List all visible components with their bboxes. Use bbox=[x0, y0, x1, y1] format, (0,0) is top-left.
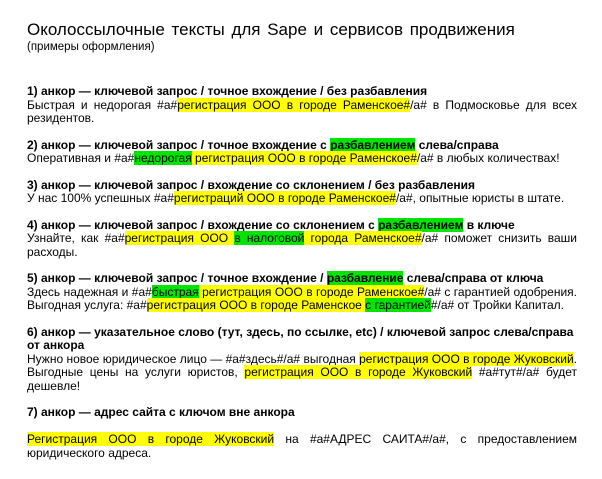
text-segment: 2) анкор — ключевой запрос / точное вхож… bbox=[27, 137, 331, 152]
item-header: 4) анкор — ключевой запрос / вхождение с… bbox=[27, 217, 577, 233]
text-segment: /a# с гарантией одобрения. Выгодная услу… bbox=[27, 284, 577, 312]
item-body: Оперативная и #a#недорогая регистрация О… bbox=[27, 151, 577, 166]
item-body: Регистрация ООО в городе Жуковский на #a… bbox=[27, 432, 577, 460]
text-segment: Узнайте, как #a# bbox=[27, 231, 125, 245]
anchor-example-1: 1) анкор — ключевой запрос / точное вхож… bbox=[27, 84, 577, 126]
text-segment: Оперативная и #a# bbox=[27, 151, 135, 165]
anchor-example-2: 2) анкор — ключевой запрос / точное вхож… bbox=[27, 137, 577, 166]
highlight-yellow: регистраций ООО в городе Раменское# bbox=[173, 191, 396, 205]
highlight-green: недорогая bbox=[134, 151, 192, 165]
item-header: 1) анкор — ключевой запрос / точное вхож… bbox=[27, 84, 577, 99]
item-body: Узнайте, как #a#регистрация ООО в налого… bbox=[27, 231, 577, 259]
anchor-example-4: 4) анкор — ключевой запрос / вхождение с… bbox=[27, 217, 577, 260]
item-body: Здесь надежная и #a#быстрая регистрация … bbox=[27, 284, 577, 313]
anchor-example-6: 6) анкор — указательное слово (тут, здес… bbox=[27, 324, 577, 394]
text-segment: Здесь надежная и #a# bbox=[27, 284, 152, 299]
item-header: 7) анкор — адрес сайта с ключом вне анко… bbox=[27, 405, 577, 420]
page-subtitle: (примеры оформления) bbox=[27, 41, 155, 53]
item-header: 3) анкор — ключевой запрос / вхождение с… bbox=[27, 177, 577, 193]
item-header: 5) анкор — ключевой запрос / точное вхож… bbox=[27, 271, 577, 286]
item-body: У нас 100% успешных #a#регистраций ООО в… bbox=[27, 191, 577, 206]
text-segment: У нас 100% успешных #a# bbox=[27, 191, 174, 205]
text-segment: /a# поможет снизить ваши расходы. bbox=[27, 231, 577, 259]
text-segment: Нужно новое юридическое лицо — #a#здесь#… bbox=[27, 351, 360, 366]
page-title: Околоссылочные тексты для Sape и сервисо… bbox=[27, 20, 515, 39]
text-segment: /a# в любых количествах! bbox=[416, 151, 560, 165]
highlight-green: с гарантией bbox=[365, 298, 431, 312]
text-segment: #a#тут#/a# будет дешевле! bbox=[27, 365, 577, 393]
text-segment: 4) анкор — ключевой запрос / вхождение с… bbox=[27, 217, 379, 232]
text-segment: 6) анкор — указательное слово (тут, здес… bbox=[27, 324, 574, 352]
highlight-yellow: регистрация ООО в городе Жуковский bbox=[359, 351, 574, 366]
highlight-yellow: регистрация ООО в городе Раменское# bbox=[177, 97, 411, 112]
text-segment: #/a# от Тройки Капитал. bbox=[430, 298, 564, 312]
highlight-yellow: регистрация ООО в городе Раменское bbox=[146, 298, 366, 312]
highlight-yellow: регистрация ООО в городе Раменское# bbox=[198, 284, 425, 299]
item-body: Нужно новое юридическое лицо — #a#здесь#… bbox=[27, 351, 577, 394]
text-segment: /a# в Подмосковье для всех резидентов. bbox=[27, 97, 577, 125]
anchor-example-5: 5) анкор — ключевой запрос / точное вхож… bbox=[27, 271, 577, 313]
text-segment: слева/справа от ключа bbox=[403, 271, 544, 285]
highlight-green: разбавление bbox=[326, 271, 404, 285]
highlight-green: разбавлением bbox=[378, 217, 464, 232]
highlight-yellow: регистрация ООО в городе Жуковский bbox=[244, 365, 473, 379]
text-segment: Быстрая и недорогая #a# bbox=[27, 97, 178, 112]
text-segment: /a#, опытные юристы в штате. bbox=[395, 191, 565, 205]
highlight-yellow: регистрация ООО в городе Раменское# bbox=[191, 151, 417, 165]
text-segment: 7) анкор — адрес сайта с ключом вне анко… bbox=[27, 405, 295, 419]
anchor-example-7: 7) анкор — адрес сайта с ключом вне анко… bbox=[27, 405, 577, 460]
highlight-yellow: регистрация ООО bbox=[124, 231, 235, 245]
text-segment: на #a#АДРЕС САИТА#/a#, с предоставлением… bbox=[27, 432, 577, 460]
anchor-example-3: 3) анкор — ключевой запрос / вхождение с… bbox=[27, 177, 577, 206]
highlight-green: быстрая bbox=[151, 284, 199, 299]
text-segment: 1) анкор — ключевой запрос / точное вхож… bbox=[27, 84, 428, 98]
highlight-green: разбавлением bbox=[330, 137, 416, 152]
text-segment: 3) анкор — ключевой запрос / вхождение с… bbox=[27, 177, 476, 192]
highlight-yellow: Регистрация ООО в городе Жуковский bbox=[27, 432, 275, 446]
highlight-green: в налоговой bbox=[234, 231, 305, 245]
item-header: 2) анкор — ключевой запрос / точное вхож… bbox=[27, 137, 577, 153]
text-segment: 5) анкор — ключевой запрос / точное вхож… bbox=[27, 271, 327, 285]
text-segment: в ключе bbox=[463, 217, 515, 232]
highlight-yellow: города Раменское# bbox=[304, 231, 422, 245]
text-segment: слева/справа bbox=[415, 137, 499, 152]
text-segment: . Выгодные цены на услуги юристов, bbox=[27, 351, 577, 379]
examples-list: 1) анкор — ключевой запрос / точное вхож… bbox=[27, 84, 577, 460]
item-body: Быстрая и недорогая #a#регистрация ООО в… bbox=[27, 97, 577, 126]
item-header: 6) анкор — указательное слово (тут, здес… bbox=[27, 324, 577, 353]
